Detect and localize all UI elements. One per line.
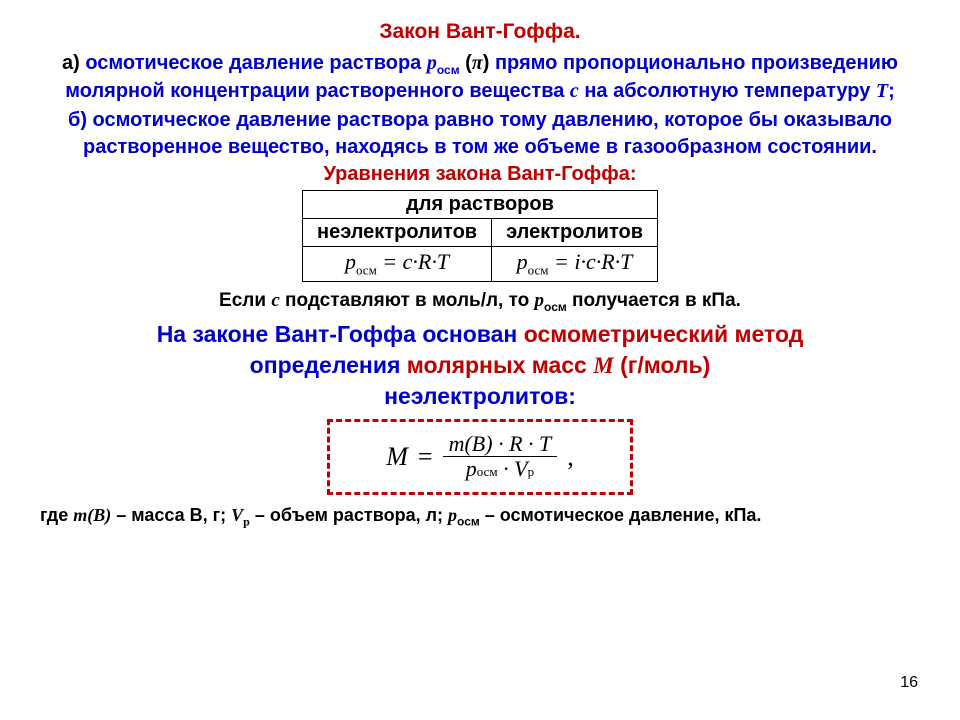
a-psub: осм [437,63,460,77]
note-t3: получается в кПа. [567,290,741,311]
fm-den-dot: · V [498,456,528,481]
osmo-l2d: (г/моль) [614,352,711,378]
a-pi: π [472,52,483,74]
note-psub: осм [544,299,567,313]
definition-b: б) осмотическое давление раствора равно … [40,107,920,161]
lg-p: p [448,505,457,525]
formula-nonelectrolyte: pосм = c·R·T [302,247,491,281]
f1-rest: = c·R·T [377,249,449,274]
law-title: Закон Вант-Гоффа. [40,20,920,44]
formula-legend: где m(В) – масса В, г; Vp – объем раство… [40,503,920,530]
equations-title: Уравнения закона Вант-Гоффа: [40,163,920,186]
table-col1: неэлектролитов [302,219,491,247]
page-number: 16 [900,674,918,692]
unit-note: Если с подставляют в моль/л, то pосм пол… [40,290,920,314]
osmo-l2c: M [593,353,613,378]
note-t2: подставляют в моль/л, то [280,290,535,311]
lg-t3: – объем раствора, л; [250,505,448,525]
osmometric-method: На законе Вант-Гоффа основан осмометриче… [40,319,920,412]
f2-rest: = i·c·R·T [549,249,633,274]
a-p: p [427,52,437,74]
molar-mass-formula-box: M = m(B) · R · T pосм · Vp , [327,419,633,495]
table-col2: электролитов [492,219,658,247]
note-p: p [535,290,545,311]
fm-comma: , [567,442,574,472]
f1-p: p [345,249,356,274]
lg-Vp: V [231,505,243,525]
lg-t1: где [40,505,73,525]
lg-t2: – масса В, г; [111,505,231,525]
osmo-l1a: На законе Вант-Гоффа основан [157,321,524,347]
fm-den-p: p [466,456,477,481]
f2-sub: осм [528,263,549,278]
lead-a: а) [62,52,85,74]
a-text1: осмотическое давление раствора [85,52,427,74]
a-text3: на абсолютную температуру [579,80,876,102]
lg-Vpsub: p [243,514,250,528]
fm-den-vsub: p [528,464,535,479]
definition-a: а) осмотическое давление раствора pосм (… [40,50,920,105]
formula-electrolyte: pосм = i·c·R·T [492,247,658,281]
f1-sub: осм [356,263,377,278]
fm-num: m(B) · R · T [443,432,558,457]
lg-t4: – осмотическое давление, кПа. [480,505,762,525]
molar-mass-formula: M = m(B) · R · T pосм · Vp , [386,432,574,481]
equations-table: для растворов неэлектролитов электролито… [302,190,658,281]
a-T: Т [876,80,888,102]
fm-fraction: m(B) · R · T pосм · Vp [443,432,558,481]
lg-psub: осм [457,514,480,528]
a-text4: ; [888,80,895,102]
table-header: для растворов [302,191,657,219]
fm-M: M [386,442,408,472]
osmo-l2a: определения [250,352,407,378]
fm-den: pосм · Vp [460,457,540,481]
note-c: с [271,290,279,311]
note-t1: Если [219,290,271,311]
a-pi-close: ) [483,52,495,74]
a-c: с [570,80,579,102]
osmo-l2b: молярных масс [407,352,593,378]
osmo-l3: неэлектролитов: [384,383,576,409]
f2-p: p [517,249,528,274]
lg-mB: m(В) [73,505,111,525]
osmo-l1b: осмометрический метод [524,321,804,347]
fm-eq: = [418,442,433,472]
a-pi-open: ( [460,52,472,74]
fm-den-sub: осм [477,464,498,479]
